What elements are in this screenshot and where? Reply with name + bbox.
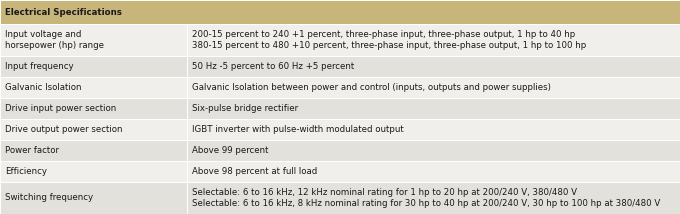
Text: IGBT inverter with pulse-width modulated output: IGBT inverter with pulse-width modulated… [192,125,404,134]
Text: Switching frequency: Switching frequency [5,193,94,202]
Text: Galvanic Isolation: Galvanic Isolation [5,83,82,92]
Bar [0,182,187,214]
Bar [0,0,680,24]
Text: Above 99 percent: Above 99 percent [192,146,269,155]
Text: Galvanic Isolation between power and control (inputs, outputs and power supplies: Galvanic Isolation between power and con… [192,83,551,92]
Bar [187,24,680,56]
Bar [187,56,680,77]
Text: 50 Hz -5 percent to 60 Hz +5 percent: 50 Hz -5 percent to 60 Hz +5 percent [192,62,355,71]
Bar [0,161,187,182]
Bar [0,77,187,98]
Bar [187,98,680,119]
Text: Above 98 percent at full load: Above 98 percent at full load [192,167,318,176]
Text: Selectable: 6 to 16 kHz, 12 kHz nominal rating for 1 hp to 20 hp at 200/240 V, 3: Selectable: 6 to 16 kHz, 12 kHz nominal … [192,188,661,208]
Bar [0,140,187,161]
Text: Efficiency: Efficiency [5,167,48,176]
Text: Drive input power section: Drive input power section [5,104,117,113]
Text: Drive output power section: Drive output power section [5,125,123,134]
Bar [187,161,680,182]
Bar [187,140,680,161]
Text: 200-15 percent to 240 +1 percent, three-phase input, three-phase output, 1 hp to: 200-15 percent to 240 +1 percent, three-… [192,30,587,51]
Text: Input voltage and
horsepower (hp) range: Input voltage and horsepower (hp) range [5,30,105,51]
Text: Six-pulse bridge rectifier: Six-pulse bridge rectifier [192,104,299,113]
Bar [0,119,187,140]
Bar [187,77,680,98]
Bar [0,56,187,77]
Bar [187,182,680,214]
Text: Electrical Specifications: Electrical Specifications [5,7,122,16]
Bar [187,119,680,140]
Bar [0,98,187,119]
Text: Input frequency: Input frequency [5,62,74,71]
Text: Power factor: Power factor [5,146,59,155]
Bar [0,24,187,56]
